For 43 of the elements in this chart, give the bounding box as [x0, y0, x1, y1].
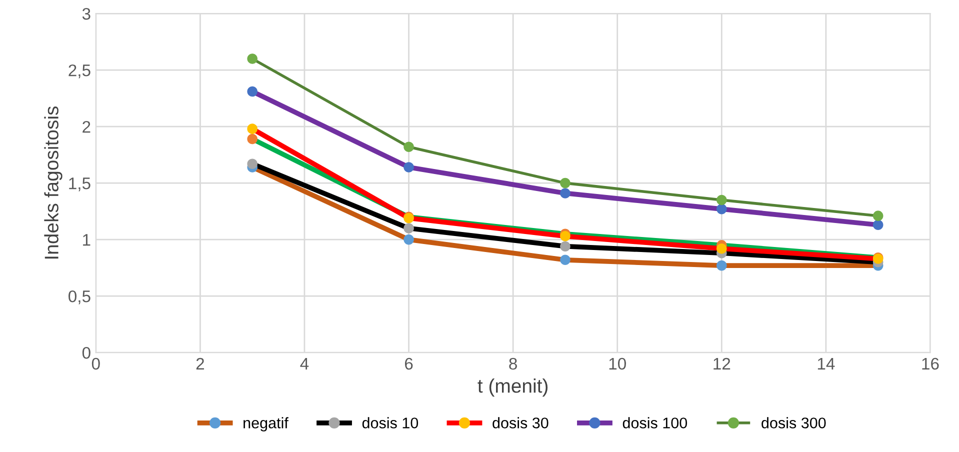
- point: [404, 223, 414, 234]
- x-tick-label: 10: [609, 358, 626, 370]
- point: [560, 188, 570, 198]
- point: [560, 254, 570, 266]
- point: [404, 162, 414, 172]
- x-tick-label: 8: [509, 358, 517, 370]
- x-tick-label: 16: [922, 358, 939, 370]
- x-tick-label: 2: [196, 358, 204, 370]
- point: [872, 210, 884, 221]
- point: [247, 54, 258, 64]
- y-tick-label: 1: [83, 234, 90, 246]
- x-axis-title: t (menit): [478, 378, 548, 397]
- y-axis-title: Indeks fagositosis: [44, 106, 62, 259]
- x-tick-label: 4: [300, 358, 309, 370]
- y-tick-label: 2,5: [68, 64, 90, 78]
- y-tick-label: 2: [82, 120, 90, 133]
- y-tick-label: 3: [82, 8, 90, 20]
- legend-label: negatif: [244, 417, 288, 432]
- legend-label: dosis 300: [762, 417, 826, 428]
- y-tick-label: 0: [82, 346, 90, 359]
- x-tick-label: 0: [92, 358, 100, 370]
- point: [560, 178, 570, 188]
- point: [247, 158, 258, 169]
- point: [247, 124, 258, 134]
- y-tick-label: 1,5: [69, 178, 90, 192]
- point: [560, 231, 570, 242]
- point: [404, 234, 414, 245]
- x-tick-label: 14: [818, 358, 835, 370]
- legend-label: dosis 100: [622, 417, 688, 428]
- point: [247, 134, 258, 144]
- point: [716, 194, 727, 206]
- point: [716, 243, 727, 254]
- point: [716, 260, 727, 271]
- x-tick-label: 6: [404, 358, 413, 370]
- y-tick-label: 0,5: [68, 290, 90, 304]
- legend-label: dosis 30: [492, 417, 548, 428]
- x-tick-label: 12: [714, 358, 730, 370]
- point: [247, 86, 258, 97]
- point: [716, 204, 727, 214]
- legend-label: dosis 10: [362, 417, 418, 428]
- point: [560, 241, 570, 252]
- point: [872, 220, 884, 230]
- point: [404, 142, 414, 152]
